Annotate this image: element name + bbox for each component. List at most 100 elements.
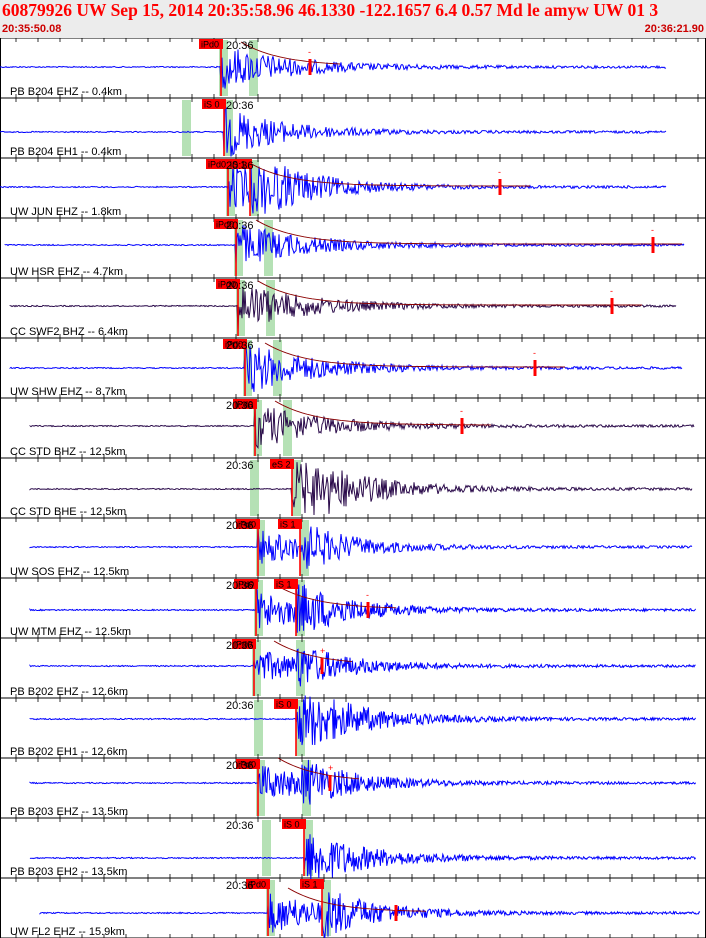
phase-pick-box[interactable] <box>214 219 238 229</box>
phase-pick-box[interactable] <box>274 699 298 709</box>
coda-decay-curve <box>277 757 360 780</box>
phase-pick-box[interactable] <box>199 39 223 49</box>
coda-decay-curve <box>240 41 341 65</box>
phase-pick-label: iPd0 <box>236 580 254 590</box>
time-tick-label: 20:36 <box>226 700 254 712</box>
phase-pick-box[interactable] <box>206 159 230 169</box>
time-tick-label: 20:36 <box>226 820 254 832</box>
time-tick-label: 20:36 <box>226 760 254 772</box>
coda-decay-curve <box>255 219 682 245</box>
coda-end-marker[interactable] <box>610 298 614 314</box>
p-phase-band <box>252 640 261 696</box>
phase-pick-box[interactable] <box>274 579 298 589</box>
waveform-trace[interactable] <box>9 345 683 392</box>
phase-pick-box[interactable] <box>278 519 302 529</box>
phase-pick-box[interactable] <box>228 159 252 169</box>
coda-end-marker[interactable] <box>460 418 464 434</box>
time-tick-label: 20:36 <box>226 580 254 592</box>
p-phase-band <box>250 460 259 516</box>
time-tick-label: 20:36 <box>226 280 254 292</box>
phase-pick-label: iPd0 <box>216 220 234 230</box>
phase-pick-label: iS 1 <box>230 160 246 170</box>
s-phase-band <box>264 220 273 276</box>
coda-end-marker[interactable] <box>533 360 537 376</box>
p-phase-band <box>262 820 271 876</box>
phase-pick-label: eS 2 <box>272 460 291 470</box>
phase-pick-label: iS 0 <box>276 700 292 710</box>
waveform-trace[interactable] <box>0 104 667 157</box>
coda-end-sign: + <box>328 763 333 773</box>
phase-pick-box[interactable] <box>232 639 256 649</box>
coda-decay-curve <box>247 161 530 187</box>
p-phase-band <box>219 40 228 96</box>
waveform-trace[interactable] <box>9 286 677 332</box>
waveform-trace[interactable] <box>0 49 667 89</box>
coda-end-sign: + <box>320 646 325 656</box>
coda-end-marker[interactable] <box>308 59 312 75</box>
waveform-trace[interactable] <box>29 834 697 883</box>
time-tick-label: 20:36 <box>226 220 254 232</box>
phase-pick-box[interactable] <box>282 819 306 829</box>
phase-pick-label: iS 0 <box>284 820 300 830</box>
trace-label: PB B202 EHZ -- 12.6km <box>10 686 128 698</box>
trace-label: UW JUN EHZ -- 1.8km <box>10 206 121 218</box>
waveform-trace[interactable] <box>29 462 693 516</box>
phase-pick-box[interactable] <box>233 399 257 409</box>
coda-decay-curve <box>264 342 565 368</box>
phase-pick-label: iPd0 <box>225 340 243 350</box>
phase-pick-label: iS 1 <box>280 520 296 530</box>
phase-pick-label: iPd0 <box>218 280 236 290</box>
coda-decay-curve <box>287 887 426 912</box>
trace-label: UW MTM EHZ -- 12.5km <box>10 626 131 638</box>
phase-pick-box[interactable] <box>234 579 258 589</box>
trace-label: CC STD BHZ -- 12.5km <box>10 446 126 458</box>
coda-end-marker[interactable] <box>394 905 398 921</box>
s-phase-band <box>322 880 331 936</box>
coda-end-marker[interactable] <box>651 237 655 253</box>
waveform-trace[interactable] <box>29 759 697 805</box>
waveform-trace[interactable] <box>29 695 697 746</box>
waveform-trace[interactable] <box>29 526 693 569</box>
phase-pick-box[interactable] <box>246 879 270 889</box>
trace-label: PB B202 EH1 -- 12.6km <box>10 746 127 758</box>
waveform-trace[interactable] <box>0 160 667 214</box>
p-phase-band <box>254 700 263 756</box>
phase-pick-box[interactable] <box>236 759 260 769</box>
coda-end-sign: - <box>651 225 654 235</box>
coda-end-sign: - <box>533 348 536 358</box>
s-phase-band <box>273 340 282 396</box>
coda-end-marker[interactable] <box>498 179 502 195</box>
time-tick-label: 20:36 <box>226 40 254 52</box>
waveform-trace[interactable] <box>4 225 685 264</box>
coda-decay-curve <box>257 280 642 306</box>
phase-pick-box[interactable] <box>270 459 294 469</box>
phase-pick-box[interactable] <box>300 879 324 889</box>
phase-pick-label: iPd0 <box>235 400 253 410</box>
waveform-trace[interactable] <box>29 404 695 450</box>
phase-pick-box[interactable] <box>202 99 226 109</box>
time-tick-label: 20:36 <box>226 460 254 472</box>
waveform-trace[interactable] <box>29 648 696 687</box>
waveform-trace[interactable] <box>39 892 701 938</box>
phase-pick-box[interactable] <box>236 519 260 529</box>
coda-end-marker[interactable] <box>328 775 332 791</box>
phase-pick-label: iS 0 <box>204 100 220 110</box>
phase-pick-box[interactable] <box>216 279 240 289</box>
trace-label: PB B204 EH1 -- 0.4km <box>10 146 121 158</box>
trace-label: CC STD BHE -- 12.5km <box>10 506 126 518</box>
phase-pick-label: iPd0 <box>208 160 226 170</box>
coda-end-sign: - <box>460 406 463 416</box>
coda-decay-curve <box>274 400 491 426</box>
coda-end-sign: - <box>610 286 613 296</box>
phase-pick-box[interactable] <box>223 339 247 349</box>
coda-end-marker[interactable] <box>320 658 324 674</box>
waveform-trace[interactable] <box>29 584 697 633</box>
time-tick-label: 20:36 <box>226 340 254 352</box>
time-tick-label: 20:36 <box>226 400 254 412</box>
trace-label: UW SHW EHZ -- 8.7km <box>10 386 126 398</box>
coda-end-marker[interactable] <box>366 602 370 618</box>
time-tick-label: 20:36 <box>226 880 254 892</box>
trace-label: PB B203 EH2 -- 13.5km <box>10 866 127 878</box>
event-title: 60879926 UW Sep 15, 2014 20:35:58.96 46.… <box>2 0 659 20</box>
